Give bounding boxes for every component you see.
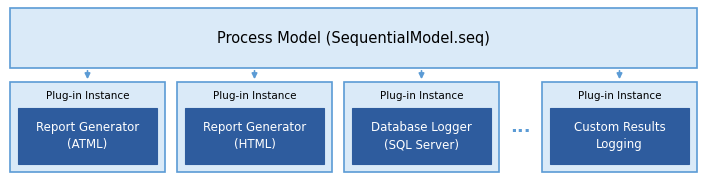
Bar — [18, 108, 157, 164]
Text: Plug-in Instance: Plug-in Instance — [46, 91, 129, 101]
Bar — [10, 8, 697, 68]
Text: Custom Results
Logging: Custom Results Logging — [573, 121, 665, 151]
Text: Plug-in Instance: Plug-in Instance — [578, 91, 661, 101]
Bar — [550, 108, 689, 164]
Bar — [352, 108, 491, 164]
Bar — [542, 82, 697, 172]
Text: Report Generator
(HTML): Report Generator (HTML) — [203, 121, 306, 151]
Bar — [177, 82, 332, 172]
Text: Process Model (SequentialModel.seq): Process Model (SequentialModel.seq) — [217, 30, 490, 46]
Text: Database Logger
(SQL Server): Database Logger (SQL Server) — [371, 121, 472, 151]
Bar — [185, 108, 324, 164]
Text: Plug-in Instance: Plug-in Instance — [213, 91, 296, 101]
Bar — [344, 82, 499, 172]
Text: Plug-in Instance: Plug-in Instance — [380, 91, 463, 101]
Bar — [10, 82, 165, 172]
Text: ...: ... — [510, 118, 531, 136]
Text: Report Generator
(ATML): Report Generator (ATML) — [36, 121, 139, 151]
